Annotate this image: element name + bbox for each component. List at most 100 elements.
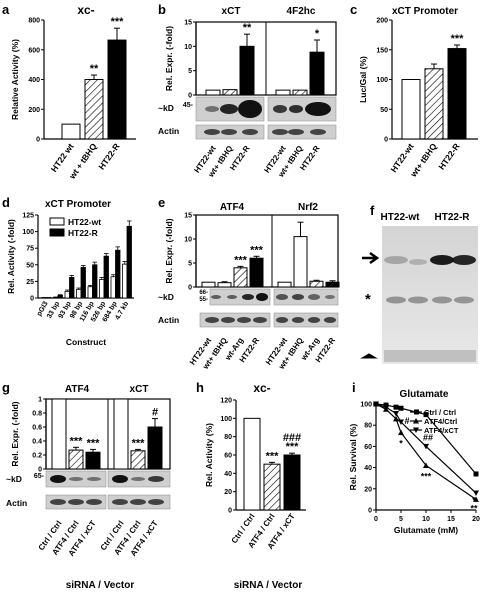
panel-i-legend-marker [414, 409, 419, 415]
panel-b-bar [222, 89, 238, 96]
panel-f-gel-band [452, 255, 476, 265]
panel-i-series-line [375, 403, 477, 500]
panel-c-y-tick-label: 200 [376, 18, 388, 25]
panel-c-y-label: Luc/Gal (%) [358, 56, 368, 103]
panel-e-blot-band [227, 295, 237, 299]
panel-i-x-tick-label: 15 [447, 516, 455, 523]
panel-g-y-tick-label: 0.4 [32, 439, 42, 446]
panel-h-y-tick-label: 20 [224, 489, 232, 496]
panel-d-bar [80, 267, 86, 299]
panel-d-bar [115, 249, 121, 299]
panel-b-actin-label: Actin [158, 126, 179, 136]
panel-e-blot-band [253, 317, 267, 323]
panel-i-point [393, 404, 399, 410]
panel-i-point [383, 404, 389, 411]
panel-e-bar [217, 282, 232, 288]
panel-b-y-tick-label: 0 [188, 93, 192, 100]
panel-h-y-tick-label: 60 [224, 453, 232, 460]
panel-i-x-label: Glutamate (mM) [394, 525, 458, 535]
panel-a-bar [107, 39, 127, 140]
panel-d-bar [126, 225, 132, 299]
panel-e-marker: 66- [199, 290, 208, 296]
panel-a-bar [61, 123, 81, 140]
panel-h-bar [263, 463, 281, 511]
panel-g-blot-band [148, 499, 164, 505]
panel-b-y-tick-label: 10 [184, 44, 192, 51]
panel-e-bar [233, 267, 248, 288]
panel-e-blot-band [292, 317, 304, 323]
panel-c-y-tick-label: 50 [380, 107, 388, 114]
panel-d-bar [99, 279, 105, 299]
panel-d-letter: d [2, 195, 10, 210]
panel-f-shift-arrow [362, 251, 380, 265]
panel-i-y-tick-label: 60 [364, 444, 372, 451]
panel-d-bar [110, 276, 116, 299]
panel-e-blot-band [308, 317, 320, 323]
panel-h-significance: *** [266, 450, 280, 462]
panel-a-title: xc- [77, 3, 94, 17]
panel-a-y-label: Relative Activity (%) [10, 39, 20, 120]
panel-e-y-tick-label: 10 [184, 237, 192, 244]
panel-b-blot-band [242, 129, 258, 135]
panel-i-point [393, 415, 399, 422]
panel-f-gel-band [386, 296, 406, 304]
panel-e-blot-band [221, 317, 235, 323]
panel-i-significance: # [404, 416, 409, 426]
panel-b-blot-band [305, 102, 331, 116]
panel-e-blot-band [276, 294, 288, 300]
panel-h-significance: *** [286, 441, 300, 453]
panel-e-blot-band [308, 294, 320, 300]
panel-g-blot-band [112, 499, 128, 505]
panel-f-gel-band [454, 296, 474, 304]
panel-e-bar [293, 236, 308, 288]
panel-f-nonspecific-marker: * [365, 291, 371, 308]
panel-g-y-tick-label: 0.6 [32, 425, 42, 432]
panel-i-significance: *** [421, 471, 432, 481]
panel-i-point [473, 496, 479, 502]
panel-g-blot-band [148, 476, 164, 482]
panel-h-y-tick-label: 120 [220, 398, 232, 405]
panel-d-legend-swatch [49, 217, 65, 226]
panel-h-letter: h [196, 380, 204, 395]
panel-i-significance: * [472, 495, 476, 505]
panel-b-blot-band [272, 129, 288, 135]
panel-a-y-tick-label: 400 [28, 77, 40, 84]
panel-g-bar [85, 451, 101, 470]
panel-h-y-label: Rel. Activity (%) [204, 423, 214, 487]
panel-g-blot-band [68, 499, 84, 505]
panel-b-blot-band [273, 105, 287, 113]
panel-b-blot-band [204, 129, 220, 135]
panel-e-blot-band [211, 295, 221, 299]
panel-i-x-tick-label: 20 [472, 516, 480, 523]
panel-d-bar [122, 263, 128, 299]
panel-e-blot-band [237, 317, 251, 323]
panel-e-blot-band [292, 294, 304, 300]
panel-c-x-tick-label: HT22-R [436, 141, 461, 171]
panel-h-x-label: siRNA / Vector [234, 580, 303, 591]
panel-g-significance: *** [132, 437, 146, 449]
panel-e-y-tick-label: 5 [188, 261, 192, 268]
panel-b-y-tick-label: 5 [188, 68, 192, 75]
panel-e-group-title: ATF4 [220, 202, 245, 213]
panel-i-y-tick-label: 80 [364, 423, 372, 430]
panel-g-blot-band [50, 475, 66, 483]
panel-i-point [423, 462, 429, 468]
panel-g-bar [130, 450, 146, 470]
panel-b-blot-band [220, 104, 238, 114]
panel-g-significance: # [152, 407, 158, 419]
panel-f-lane-label: HT22-R [434, 212, 470, 223]
panel-g-blot-band [112, 475, 128, 483]
panel-i-point [398, 429, 404, 436]
panel-c-bar [447, 48, 467, 140]
panel-c-y-tick-label: 0 [384, 137, 388, 144]
panel-i-point [398, 419, 404, 426]
panel-e-frame [195, 214, 339, 288]
panel-b-blot-band [238, 100, 262, 118]
panel-b-blot-band [289, 105, 303, 113]
panel-b-bar [292, 89, 308, 96]
panel-c-bar [424, 68, 444, 140]
panel-e-marker: 55- [199, 297, 208, 303]
panel-b-blot-band [288, 129, 304, 135]
panel-e-letter: e [158, 195, 165, 210]
